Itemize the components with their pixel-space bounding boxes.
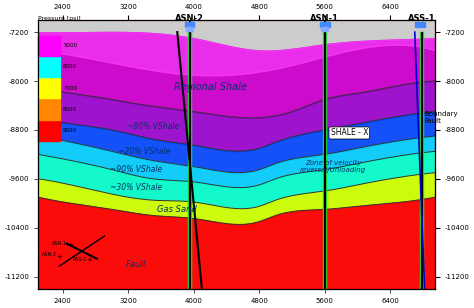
Text: Gas Sand: Gas Sand	[157, 205, 197, 214]
Bar	[320, 22, 329, 27]
Text: ASN-1: ASN-1	[310, 14, 339, 23]
Text: ~20% VShale: ~20% VShale	[118, 147, 171, 156]
Bar	[415, 22, 425, 27]
Text: ASN-2: ASN-2	[175, 14, 204, 23]
Bar	[185, 22, 194, 27]
Bar	[186, 27, 193, 31]
Text: Regional Shale: Regional Shale	[173, 82, 246, 92]
Text: ASS-1: ASS-1	[408, 14, 435, 23]
Text: ~90% VShale: ~90% VShale	[110, 165, 163, 174]
Text: Fault: Fault	[126, 260, 147, 269]
Bar	[321, 27, 328, 31]
Text: ~80% VShale: ~80% VShale	[127, 122, 179, 131]
Text: Zone of velocity
reversal/Unloading: Zone of velocity reversal/Unloading	[300, 160, 366, 173]
Text: SHALE - X: SHALE - X	[330, 128, 368, 137]
Text: Boundary
Fault: Boundary Fault	[425, 111, 458, 124]
Text: ~30% VShale: ~30% VShale	[110, 184, 163, 192]
